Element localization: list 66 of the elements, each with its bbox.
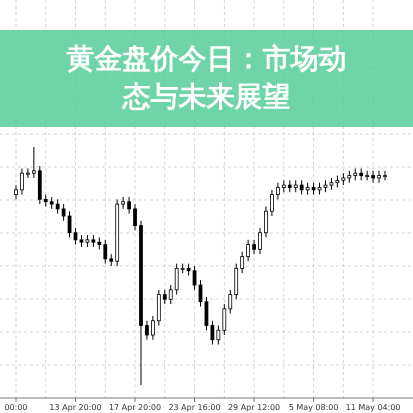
candlestick: [222, 304, 226, 336]
candlestick: [74, 227, 78, 246]
candlestick: [347, 170, 352, 184]
candlestick: [210, 320, 214, 346]
candlestick: [216, 325, 220, 346]
candlestick: [121, 196, 126, 210]
candlestick: [377, 170, 381, 184]
candlestick: [300, 180, 304, 196]
candlestick: [133, 204, 137, 231]
candlestick: [44, 194, 48, 207]
candlestick: [336, 175, 340, 188]
candlestick: [192, 266, 196, 290]
candlestick: [258, 227, 262, 255]
candlestick: [318, 182, 322, 196]
candlestick: [228, 289, 232, 314]
candlestick: [20, 168, 24, 196]
candlestick: [312, 182, 316, 196]
candlestick: [359, 168, 364, 181]
candlestick: [252, 239, 256, 255]
x-tick-label: 11 May 04:00: [346, 403, 401, 412]
candlestick: [282, 180, 286, 193]
candlestick: [174, 263, 179, 296]
candlestick: [341, 172, 346, 186]
x-tick-label: 23 Apr 16:00: [168, 403, 221, 412]
x-tick-label: 13 Apr 20:00: [49, 403, 102, 412]
candlestick: [86, 234, 90, 248]
candlestick: [246, 239, 250, 262]
candlestick: [50, 196, 54, 210]
candlestick: [56, 198, 60, 214]
x-tick-label: 29 Apr 12:00: [228, 403, 280, 412]
candlestick: [306, 182, 310, 196]
candlestick: [127, 196, 131, 214]
candlestick: [371, 170, 375, 184]
candlestick: [365, 170, 370, 181]
candlestick: [97, 236, 102, 250]
candlestick: [276, 182, 280, 200]
candlestick: [68, 210, 72, 238]
candlestick: [103, 239, 108, 264]
candlestick: [264, 206, 268, 238]
candlestick: [162, 289, 167, 305]
x-tick-label: 00:00: [4, 403, 28, 412]
candlestick: [180, 263, 185, 274]
candlestick: [270, 189, 274, 217]
candlestick: [151, 315, 155, 340]
candlestick: [62, 204, 66, 222]
candlestick: [80, 234, 84, 248]
candlestick: [14, 184, 18, 200]
candlestick: [288, 180, 292, 193]
candlestick: [145, 320, 149, 340]
candlestick: [353, 168, 358, 181]
x-tick-label: 17 Apr 20:00: [108, 403, 162, 412]
candlestick: [32, 146, 36, 178]
candlestick: [330, 177, 334, 190]
candlestick: [91, 234, 96, 248]
candlestick: [324, 180, 328, 193]
candlestick: [198, 280, 202, 307]
candlestick: [168, 284, 173, 305]
candlestick: [186, 263, 190, 276]
candlestick: [26, 168, 30, 178]
candlestick: [240, 251, 244, 274]
x-tick-label: 5 May 08:00: [288, 403, 338, 412]
candlestick: [204, 296, 208, 331]
chart-title: 黄金盘价今日：市场动态与未来展望: [66, 42, 346, 113]
candlestick: [383, 170, 387, 181]
candlestick: [109, 254, 114, 266]
candlestick: [294, 180, 298, 193]
